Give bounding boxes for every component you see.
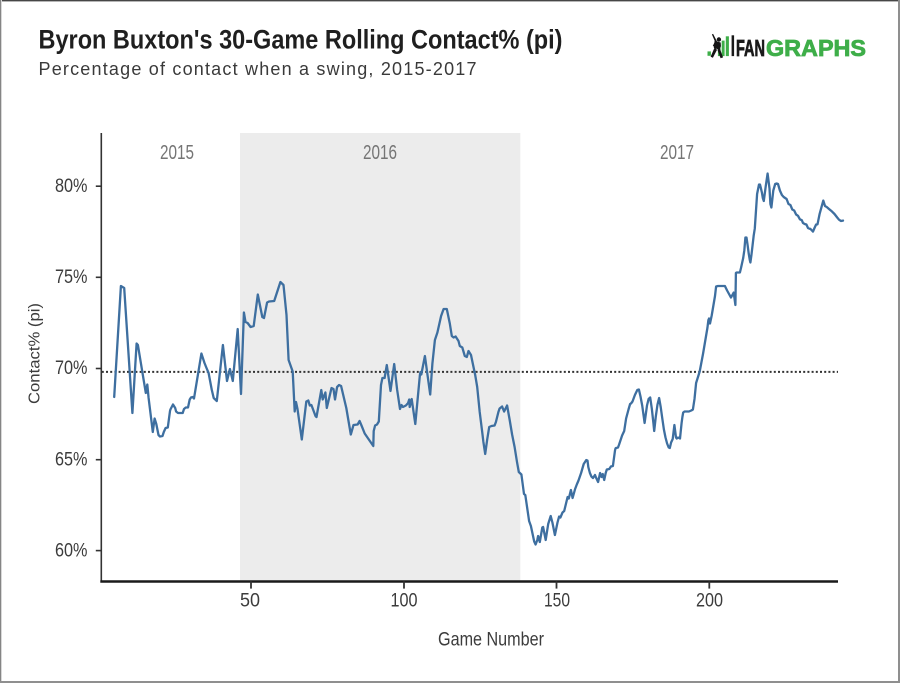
svg-text:Game Number: Game Number [438, 629, 544, 651]
svg-text:2017: 2017 [660, 142, 694, 164]
svg-text:FAN: FAN [736, 35, 765, 61]
svg-text:60%: 60% [55, 539, 88, 561]
svg-text:75%: 75% [55, 266, 88, 288]
svg-text:Percentage of contact when a s: Percentage of contact when a swing, 2015… [39, 59, 477, 79]
svg-text:Byron Buxton's 30-Game Rolling: Byron Buxton's 30-Game Rolling Contact% … [39, 24, 563, 54]
svg-text:70%: 70% [55, 357, 88, 379]
svg-text:200: 200 [696, 590, 723, 612]
svg-text:Contact% (pi): Contact% (pi) [27, 303, 44, 404]
svg-text:2016: 2016 [363, 142, 397, 164]
svg-text:100: 100 [391, 590, 418, 612]
svg-text:65%: 65% [55, 448, 88, 470]
svg-text:150: 150 [544, 590, 570, 612]
svg-text:80%: 80% [55, 175, 88, 197]
svg-text:GRAPHS: GRAPHS [766, 35, 866, 61]
svg-text:50: 50 [240, 590, 260, 612]
svg-text:2015: 2015 [160, 142, 194, 164]
